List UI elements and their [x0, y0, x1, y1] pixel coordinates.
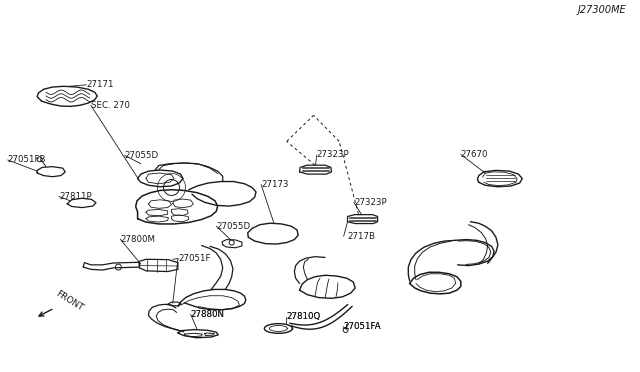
- Text: 27880N: 27880N: [191, 310, 225, 319]
- Text: 27810Q: 27810Q: [286, 312, 321, 321]
- Text: 27055D: 27055D: [125, 151, 159, 160]
- Text: 27055D: 27055D: [216, 222, 250, 231]
- Text: 27880N: 27880N: [191, 310, 225, 319]
- Text: 27811P: 27811P: [59, 192, 92, 201]
- Text: 27810Q: 27810Q: [286, 312, 321, 321]
- Text: FRONT: FRONT: [54, 289, 85, 313]
- Text: 2717B: 2717B: [348, 232, 376, 241]
- Text: 27051FA: 27051FA: [343, 322, 381, 331]
- Text: 27800M: 27800M: [120, 235, 156, 244]
- Text: 27323P: 27323P: [317, 150, 349, 159]
- Text: 27323P: 27323P: [354, 198, 387, 207]
- Text: 27171: 27171: [86, 80, 114, 89]
- Text: 27051FB: 27051FB: [8, 155, 46, 164]
- Text: 27670: 27670: [461, 150, 488, 159]
- Text: 27173: 27173: [261, 180, 289, 189]
- Text: J27300ME: J27300ME: [577, 5, 626, 15]
- Text: SEC. 270: SEC. 270: [91, 101, 130, 110]
- Text: 27051F: 27051F: [178, 254, 211, 263]
- Text: 27051FA: 27051FA: [343, 322, 381, 331]
